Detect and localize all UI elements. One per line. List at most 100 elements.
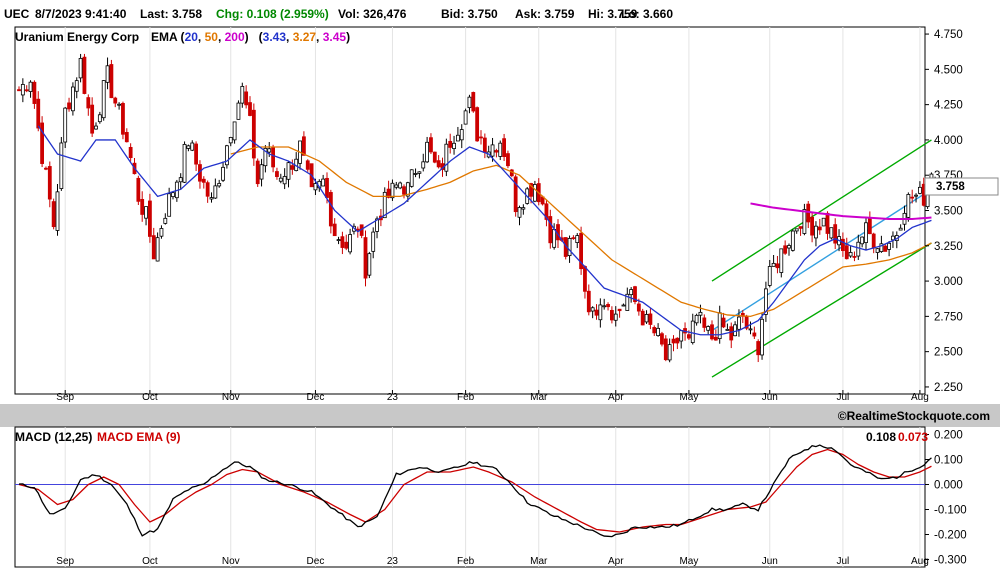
- ema-lines: [37, 125, 932, 336]
- candle-body: [475, 107, 480, 142]
- price-x-tick-label: Jul: [837, 392, 850, 403]
- ema20-period: 20: [185, 30, 199, 44]
- macd-y-tick-label: 0.000: [934, 480, 963, 492]
- candle-body: [221, 166, 225, 181]
- candle-body: [340, 236, 345, 248]
- price-x-tick-label: Apr: [608, 392, 624, 403]
- macd-signal-current-value: 0.073: [898, 430, 928, 444]
- candle-body: [790, 230, 795, 251]
- candle-body: [194, 143, 199, 165]
- candle-body: [613, 313, 618, 321]
- candle-body: [147, 200, 152, 237]
- price-y-tick-label: 2.750: [934, 311, 963, 323]
- price-pane: 4.7504.5004.2504.0003.7503.5003.2503.000…: [14, 26, 999, 403]
- candle-body: [248, 102, 252, 116]
- candle-body: [737, 316, 741, 330]
- header-datetime: 8/7/2023 9:41:40: [35, 7, 127, 21]
- macd-signal-line: [18, 448, 932, 533]
- candle-body: [748, 328, 753, 331]
- candle-body: [232, 121, 237, 141]
- candle-body: [733, 324, 737, 337]
- candle-body: [617, 308, 622, 312]
- quote-header: UEC 8/7/2023 9:41:40 Last: 3.758 Chg: 0.…: [4, 7, 673, 21]
- candle-body: [263, 147, 268, 167]
- price-y-tick-label: 2.250: [934, 382, 963, 394]
- candle-body: [421, 161, 426, 169]
- candle-body: [105, 65, 110, 83]
- price-chart-title: Uranium Energy Corp: [15, 30, 139, 44]
- candle-body: [675, 337, 680, 344]
- candle-body: [513, 176, 518, 213]
- candle-body: [898, 227, 903, 231]
- candle-body: [63, 107, 68, 143]
- candle-body: [571, 237, 576, 240]
- candle-body: [844, 245, 849, 260]
- ema20-line: [37, 125, 932, 336]
- price-x-tick-label: Oct: [142, 392, 158, 403]
- macd-line: [18, 444, 932, 538]
- candle-body: [136, 177, 141, 202]
- macd-lines: [18, 444, 932, 538]
- ema50-line: [230, 146, 932, 318]
- header-bid: Bid: 3.750: [441, 7, 498, 21]
- candle-body: [787, 245, 791, 249]
- candle-body: [814, 225, 818, 239]
- candle-body: [629, 289, 634, 296]
- candle-body: [625, 293, 630, 311]
- candle-body: [517, 207, 522, 218]
- price-y-tick-label: 4.000: [934, 135, 963, 147]
- candle-body: [363, 237, 368, 279]
- candle-body: [163, 217, 168, 224]
- candle-body: [182, 144, 187, 183]
- candle-body: [479, 136, 483, 139]
- candle-body: [602, 305, 607, 308]
- candle-body: [321, 178, 326, 187]
- candle-body: [290, 165, 295, 170]
- candle-body: [910, 196, 915, 199]
- candle-body: [652, 327, 657, 334]
- candle-body: [883, 245, 888, 252]
- macd-current-value: 0.108: [866, 430, 896, 444]
- candle-body: [144, 206, 148, 219]
- candle-body: [398, 182, 403, 189]
- candle-body: [78, 58, 83, 79]
- candle-body: [159, 228, 164, 237]
- candle-body: [467, 96, 472, 109]
- channel-upper-line: [711, 139, 932, 282]
- candle-body: [583, 266, 587, 292]
- ema-legend-suffix: ): [346, 30, 350, 44]
- candle-body: [90, 104, 95, 134]
- candle-body: [779, 248, 784, 273]
- candle-body: [313, 183, 318, 191]
- candle-body: [690, 320, 695, 344]
- watermark: ©RealtimeStockquote.com: [838, 409, 990, 423]
- candle-body: [860, 236, 865, 245]
- candle-body: [259, 164, 264, 180]
- header-last: Last: 3.758: [140, 7, 202, 21]
- candle-body: [848, 252, 853, 257]
- candle-body: [59, 142, 64, 189]
- candle-body: [906, 194, 911, 218]
- header-high: Hi: 3.759: [588, 7, 638, 21]
- candle-body: [332, 223, 337, 237]
- macd-signal-title: MACD EMA (9): [97, 430, 181, 444]
- candle-body: [633, 286, 637, 303]
- candle-body: [128, 146, 133, 159]
- candle-body: [217, 183, 222, 187]
- macd-x-tick-label: Nov: [222, 556, 240, 567]
- macd-y-tick-label: -0.300: [934, 555, 967, 567]
- candle-body: [833, 224, 838, 244]
- candle-body: [409, 169, 414, 187]
- macd-x-tick-label: Apr: [608, 556, 624, 567]
- candle-body: [240, 86, 245, 104]
- candle-body: [390, 182, 395, 199]
- candle-body: [760, 318, 764, 356]
- candle-body: [344, 241, 349, 249]
- candle-body: [698, 311, 703, 316]
- candle-body: [829, 227, 834, 239]
- candle-body: [918, 186, 922, 194]
- candle-body: [679, 330, 684, 342]
- header-symbol: UEC: [4, 7, 30, 21]
- header-ask: Ask: 3.759: [515, 7, 575, 21]
- candle-body: [660, 333, 664, 345]
